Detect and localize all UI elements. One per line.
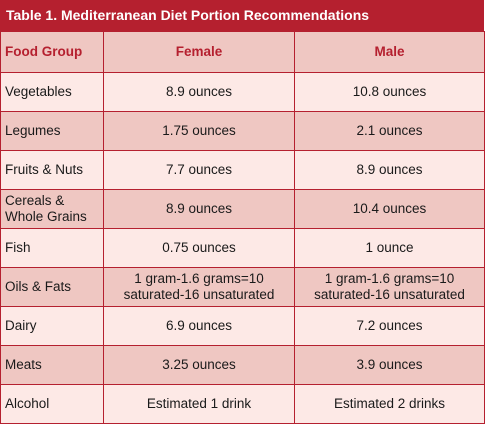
female-cell: Estimated 1 drink — [103, 384, 295, 424]
female-cell: 6.9 ounces — [103, 306, 295, 346]
male-cell: 3.9 ounces — [294, 345, 485, 385]
female-cell: 7.7 ounces — [103, 150, 295, 190]
food-group-cell: Oils & Fats — [0, 267, 104, 307]
male-cell: 1 gram-1.6 grams=10 saturated-16 unsatur… — [294, 267, 485, 307]
male-cell: 10.8 ounces — [294, 72, 485, 112]
male-cell: 7.2 ounces — [294, 306, 485, 346]
table-row: Meats 3.25 ounces 3.9 ounces — [0, 345, 485, 385]
table-row: Vegetables 8.9 ounces 10.8 ounces — [0, 72, 485, 112]
header-food-group: Food Group — [0, 31, 104, 73]
female-cell: 1.75 ounces — [103, 111, 295, 151]
food-group-cell: Meats — [0, 345, 104, 385]
female-cell: 8.9 ounces — [103, 189, 295, 229]
food-group-cell: Fruits & Nuts — [0, 150, 104, 190]
table-row: Legumes 1.75 ounces 2.1 ounces — [0, 111, 485, 151]
food-group-cell: Legumes — [0, 111, 104, 151]
table-header-row: Food Group Female Male — [0, 31, 485, 73]
table-row: Fruits & Nuts 7.7 ounces 8.9 ounces — [0, 150, 485, 190]
table-title: Table 1. Mediterranean Diet Portion Reco… — [0, 0, 484, 31]
food-group-cell: Alcohol — [0, 384, 104, 424]
table-row: Alcohol Estimated 1 drink Estimated 2 dr… — [0, 384, 485, 424]
food-group-cell: Vegetables — [0, 72, 104, 112]
male-cell: Estimated 2 drinks — [294, 384, 485, 424]
table-row: Oils & Fats 1 gram-1.6 grams=10 saturate… — [0, 267, 485, 307]
female-cell: 8.9 ounces — [103, 72, 295, 112]
table-row: Cereals & Whole Grains 8.9 ounces 10.4 o… — [0, 189, 485, 229]
male-cell: 1 ounce — [294, 228, 485, 268]
table-row: Dairy 6.9 ounces 7.2 ounces — [0, 306, 485, 346]
food-group-cell: Fish — [0, 228, 104, 268]
female-cell: 1 gram-1.6 grams=10 saturated-16 unsatur… — [103, 267, 295, 307]
header-female: Female — [103, 31, 295, 73]
food-group-cell: Dairy — [0, 306, 104, 346]
female-cell: 3.25 ounces — [103, 345, 295, 385]
female-cell: 0.75 ounces — [103, 228, 295, 268]
male-cell: 2.1 ounces — [294, 111, 485, 151]
male-cell: 8.9 ounces — [294, 150, 485, 190]
food-group-cell: Cereals & Whole Grains — [0, 189, 104, 229]
table-row: Fish 0.75 ounces 1 ounce — [0, 228, 485, 268]
header-male: Male — [294, 31, 485, 73]
portion-table: Food Group Female Male Vegetables 8.9 ou… — [0, 31, 485, 424]
male-cell: 10.4 ounces — [294, 189, 485, 229]
